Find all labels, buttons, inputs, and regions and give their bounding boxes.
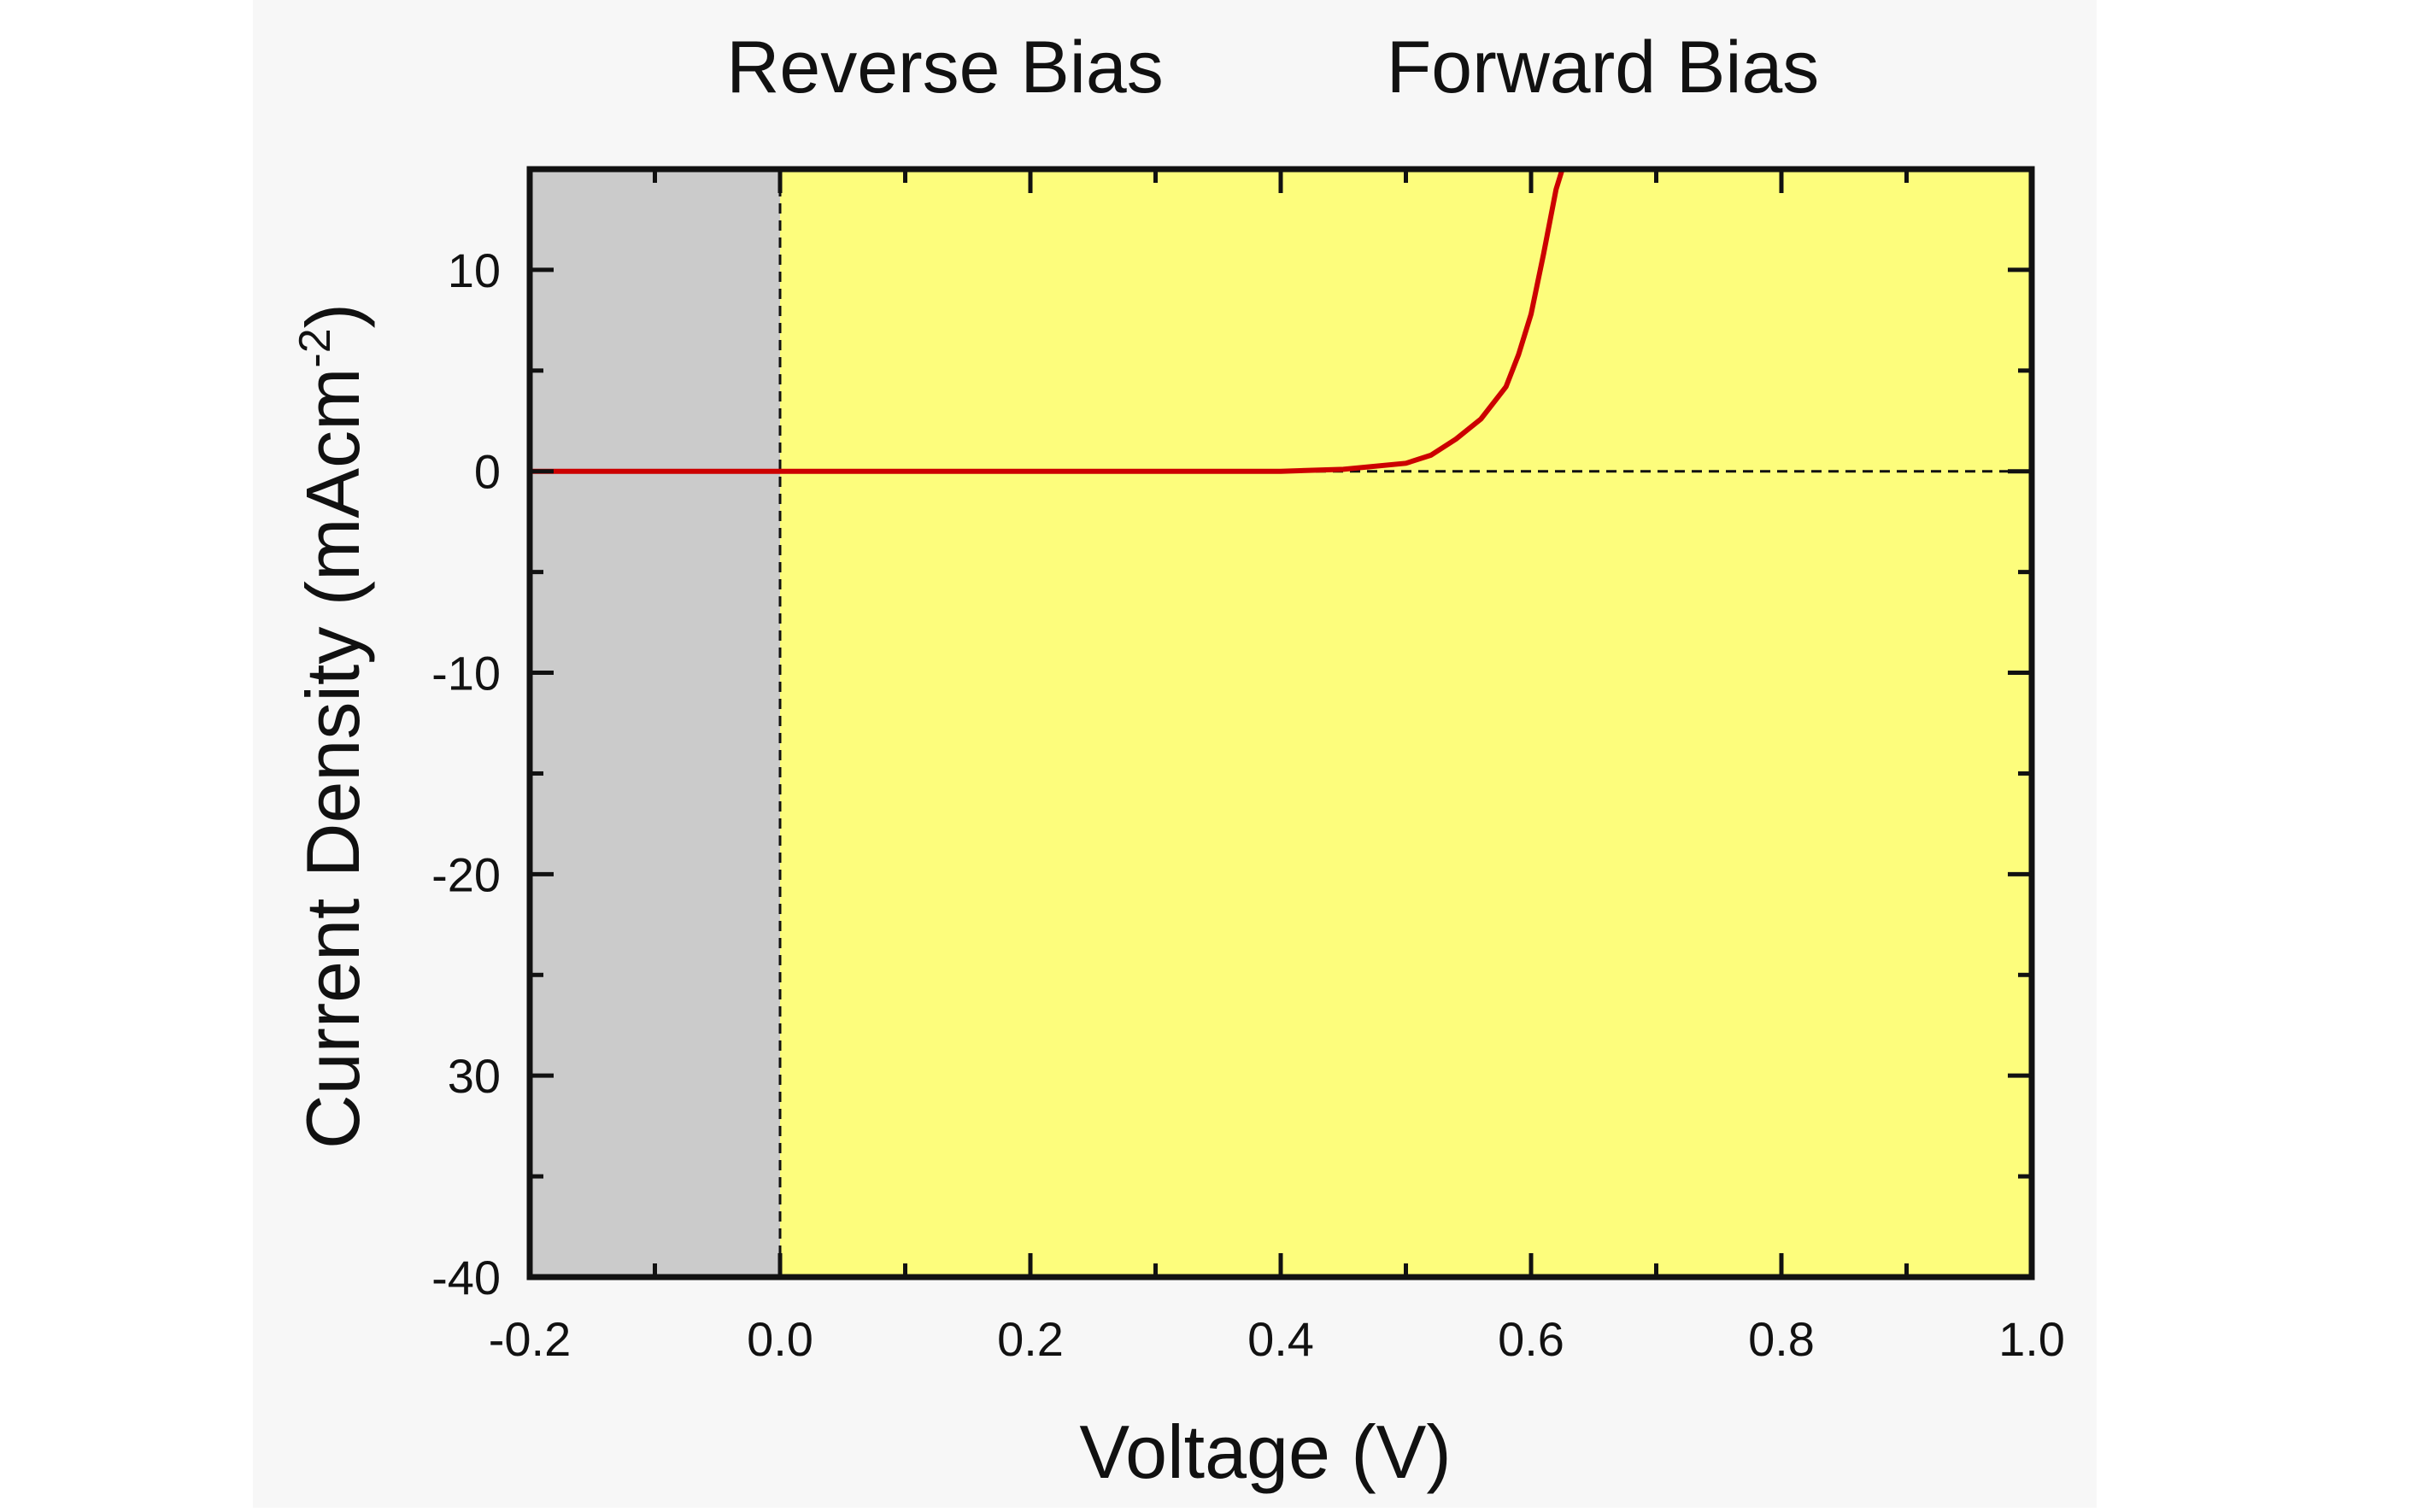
- y-axis-title-close: ): [290, 303, 375, 328]
- y-tick-label: -10: [431, 647, 501, 700]
- y-tick-label: 0: [474, 445, 501, 499]
- x-tick-label: -0.2: [489, 1312, 572, 1366]
- y-tick-label: -40: [431, 1251, 501, 1304]
- x-tick-label: 0.8: [1748, 1312, 1815, 1366]
- reverse-bias-region: [530, 169, 780, 1277]
- series-layer: [530, 168, 1565, 474]
- chart-canvas: -0.2 0.0 0.2 0.4 0.6 0.8 1.0 -40 30 -20 -10 0 10 Rev…: [253, 0, 2097, 1508]
- y-axis-title-superscript: -2: [290, 328, 340, 367]
- bias-regions: [530, 169, 2032, 1277]
- x-tick-label: 1.0: [1998, 1312, 2065, 1366]
- forward-bias-region: [780, 169, 2032, 1277]
- y-axis-title-main: Current Density (mAcm: [290, 368, 375, 1149]
- y-tick-label: 10: [448, 243, 501, 297]
- x-tick-label: 0.4: [1247, 1312, 1314, 1366]
- forward-bias-label: Forward Bias: [1387, 26, 1820, 108]
- jv-curve-line: [530, 168, 1565, 474]
- reverse-bias-label: Reverse Bias: [726, 26, 1163, 108]
- x-tick-label: 0.6: [1498, 1312, 1564, 1366]
- reference-lines: [530, 169, 2032, 1277]
- x-axis-title: Voltage (V): [1079, 1409, 1451, 1494]
- iv-chart: -0.2 0.0 0.2 0.4 0.6 0.8 1.0 -40 30 -20 -10 0 10 Rev…: [290, 26, 2065, 1494]
- y-tick-label: -20: [431, 847, 501, 901]
- x-tick-label: 0.2: [997, 1312, 1064, 1366]
- axis-ticks: -0.2 0.0 0.2 0.4 0.6 0.8 1.0 -40 30 -20 -10 0 10: [431, 169, 2065, 1366]
- x-tick-label: 0.0: [747, 1312, 813, 1366]
- y-tick-label: 30: [448, 1049, 501, 1103]
- y-axis-title: Current Density (mAcm-2): [290, 303, 375, 1149]
